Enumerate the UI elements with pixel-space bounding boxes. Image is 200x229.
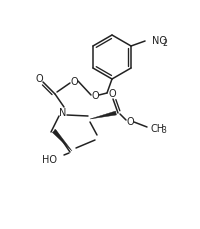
Polygon shape xyxy=(90,112,116,120)
Text: 2: 2 xyxy=(161,38,166,47)
Text: CH: CH xyxy=(150,123,164,134)
Text: NO: NO xyxy=(151,36,166,46)
Text: O: O xyxy=(91,91,98,101)
Text: HO: HO xyxy=(42,154,57,164)
Text: O: O xyxy=(126,117,133,126)
Text: O: O xyxy=(70,77,77,87)
Polygon shape xyxy=(52,130,72,151)
Text: 3: 3 xyxy=(160,125,165,134)
Text: O: O xyxy=(108,89,115,98)
Text: N: N xyxy=(59,108,66,117)
Text: O: O xyxy=(35,74,43,84)
